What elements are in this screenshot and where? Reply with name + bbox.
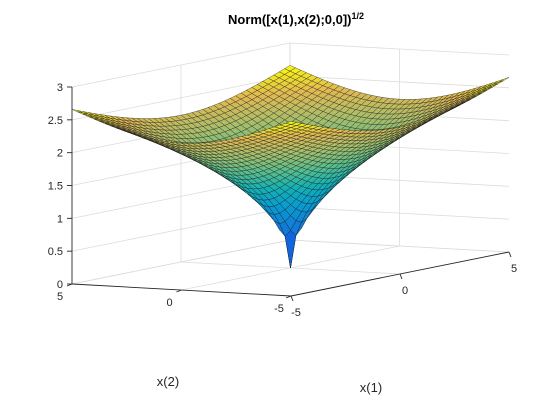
x-tick-label: -5 bbox=[291, 307, 301, 319]
y-axis-label: x(2) bbox=[157, 374, 179, 389]
surface-patch bbox=[284, 121, 298, 125]
chart-title-text: Norm([x(1),x(2);0,0]) bbox=[228, 12, 352, 27]
x-tick-mark bbox=[290, 295, 294, 302]
surface-mesh bbox=[71, 65, 510, 269]
axes bbox=[66, 86, 512, 302]
z-tick-label: 0 bbox=[57, 279, 63, 291]
z-tick-label: 3 bbox=[57, 82, 63, 94]
z-tick-label: 1.5 bbox=[48, 181, 63, 193]
z-tick-label: 2.5 bbox=[48, 115, 63, 127]
y-tick-label: 5 bbox=[57, 291, 63, 303]
y-tick-label: 0 bbox=[166, 297, 172, 309]
z-tick-label: 2 bbox=[57, 148, 63, 160]
x-axis-label: x(1) bbox=[360, 380, 382, 395]
y-tick-label: -5 bbox=[274, 303, 284, 315]
z-tick-label: 0.5 bbox=[48, 246, 63, 258]
surface-patch bbox=[284, 230, 297, 269]
y-tick-mark bbox=[285, 295, 292, 299]
surface-patch bbox=[497, 77, 510, 83]
chart-title: Norm([x(1),x(2);0,0])1/2 bbox=[228, 11, 364, 27]
x-tick-label: 5 bbox=[511, 263, 517, 275]
x-tick-label: 0 bbox=[402, 285, 408, 297]
y-tick-mark bbox=[176, 289, 182, 293]
chart-title-superscript: 1/2 bbox=[352, 11, 365, 21]
x-tick-mark bbox=[508, 251, 512, 258]
x-tick-mark bbox=[399, 273, 403, 280]
z-tick-label: 1 bbox=[57, 213, 63, 225]
